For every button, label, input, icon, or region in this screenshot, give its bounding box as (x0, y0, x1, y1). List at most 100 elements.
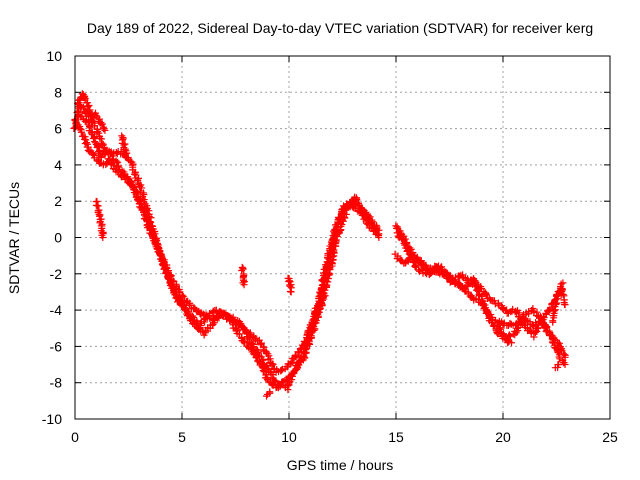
data-point (272, 377, 280, 385)
data-point (546, 332, 554, 340)
data-point (265, 352, 273, 360)
data-point (118, 132, 126, 140)
data-point (411, 262, 419, 270)
data-point (278, 366, 286, 374)
data-point (240, 281, 248, 289)
data-point (228, 315, 236, 323)
data-point (184, 308, 192, 316)
data-point (515, 313, 523, 321)
y-tick-label: 8 (54, 84, 62, 100)
data-point (542, 310, 550, 318)
data-point (288, 376, 296, 384)
data-point (98, 120, 106, 128)
data-point (546, 330, 554, 338)
data-point (91, 122, 99, 130)
data-point (561, 301, 569, 309)
data-point (416, 259, 424, 267)
data-point (89, 134, 97, 142)
data-point (137, 204, 145, 212)
x-tick-label: 5 (178, 429, 186, 445)
data-point (232, 326, 240, 334)
data-point (99, 234, 107, 241)
data-point (399, 235, 407, 243)
data-point (242, 326, 250, 334)
data-point (508, 339, 516, 347)
data-point (353, 196, 361, 204)
data-point (162, 264, 170, 272)
data-point (287, 288, 295, 296)
plot-frame (74, 55, 611, 420)
y-tick-label: -10 (42, 411, 62, 427)
data-point (189, 312, 197, 320)
data-point (513, 324, 521, 332)
y-tick-label: 2 (54, 193, 62, 209)
data-point (131, 170, 139, 178)
x-axis-label: GPS time / hours (287, 457, 394, 473)
data-point (146, 218, 154, 226)
data-point (291, 351, 299, 359)
data-point (490, 297, 498, 305)
x-tick-label: 0 (71, 429, 79, 445)
data-point (119, 135, 127, 143)
data-point (499, 320, 507, 328)
data-point (153, 240, 161, 248)
data-point (127, 177, 135, 185)
data-point (330, 246, 338, 254)
data-point (329, 249, 337, 257)
data-point (100, 125, 108, 133)
data-point (301, 350, 309, 358)
y-axis-label: SDTVAR / TECUs (6, 182, 22, 294)
data-point (477, 285, 485, 293)
data-point (205, 311, 213, 319)
data-point (128, 178, 136, 186)
data-point (533, 325, 541, 333)
data-point (258, 339, 265, 347)
data-point (420, 260, 428, 268)
data-point (209, 307, 217, 315)
data-point (358, 205, 366, 213)
data-point (559, 279, 567, 287)
data-point (496, 325, 504, 333)
data-point (374, 230, 382, 238)
data-point (85, 102, 93, 110)
data-point (121, 145, 129, 153)
data-point (531, 328, 539, 336)
data-point (101, 126, 109, 134)
y-tick-label: 0 (54, 230, 62, 246)
data-markers (70, 90, 569, 400)
data-point (552, 292, 560, 300)
data-point (332, 236, 340, 244)
y-tick-label: -4 (50, 302, 63, 318)
data-point (316, 305, 324, 313)
data-point (404, 247, 412, 255)
data-point (209, 320, 217, 328)
data-point (426, 269, 434, 277)
data-point (238, 267, 246, 275)
data-point (559, 290, 567, 298)
y-tick-label: 10 (46, 48, 62, 64)
x-tick-label: 20 (495, 429, 511, 445)
data-point (307, 332, 315, 340)
x-tick-label: 10 (281, 429, 297, 445)
y-tick-label: 6 (54, 121, 62, 137)
tick-labels: 0 5 10 15 20 25 -10 -8 -6 -4 -2 0 2 4 6 8 10 (42, 48, 618, 445)
data-point (561, 361, 569, 369)
data-point (560, 350, 568, 358)
data-point (266, 388, 274, 396)
x-tick-label: 25 (602, 429, 618, 445)
data-point (83, 139, 91, 147)
x-tick-label: 15 (388, 429, 404, 445)
data-point (92, 112, 100, 120)
data-point (473, 286, 481, 294)
data-point (318, 296, 326, 304)
data-point (558, 286, 566, 294)
y-tick-label: 4 (54, 157, 62, 173)
data-point (152, 236, 160, 244)
data-point (95, 129, 103, 137)
chart-title: Day 189 of 2022, Sidereal Day-to-day VTE… (87, 20, 593, 36)
data-point (76, 125, 84, 133)
data-point (100, 151, 108, 159)
data-point (555, 361, 563, 369)
